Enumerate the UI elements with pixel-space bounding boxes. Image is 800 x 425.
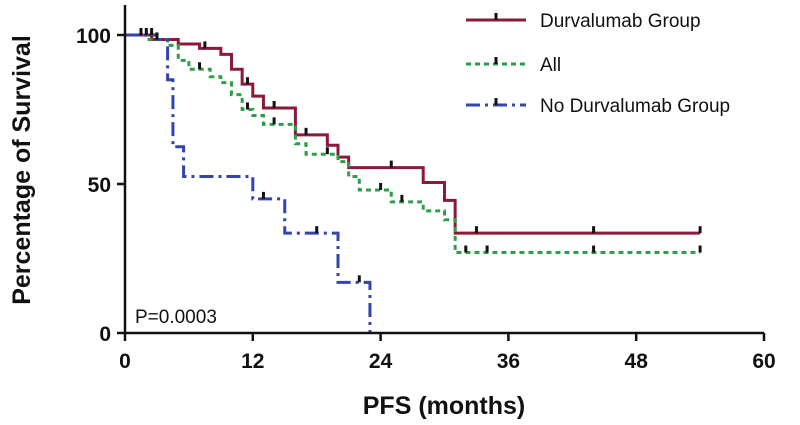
y-tick-label: 50 (88, 174, 111, 197)
y-axis-title: Percentage of Survival (8, 35, 36, 305)
series-line-2 (125, 33, 372, 333)
legend-label-2: No Durvalumab Group (540, 96, 730, 117)
p-value-annotation: P=0.0003 (135, 307, 217, 328)
x-tick-label: 48 (625, 350, 649, 373)
y-axis-ticks: 0 50 100 (76, 25, 125, 346)
series-line-1 (125, 33, 701, 255)
x-tick-label: 0 (119, 350, 131, 373)
legend-label-0: Durvalumab Group (540, 11, 701, 32)
y-tick-label: 100 (76, 25, 111, 48)
legend-label-1: All (540, 55, 561, 76)
x-tick-label: 24 (369, 350, 393, 373)
x-tick-label: 12 (241, 350, 264, 373)
x-axis-ticks: 0 12 24 36 48 60 (119, 333, 776, 373)
legend: Durvalumab Group All No Durvalumab Group (466, 11, 730, 117)
plot-area (125, 33, 701, 333)
x-axis-title: PFS (months) (363, 392, 526, 420)
y-tick-label: 0 (99, 323, 111, 346)
x-tick-label: 60 (752, 350, 775, 373)
x-tick-label: 36 (497, 350, 520, 373)
censor-marks (139, 28, 702, 283)
series-line-0 (125, 33, 701, 235)
